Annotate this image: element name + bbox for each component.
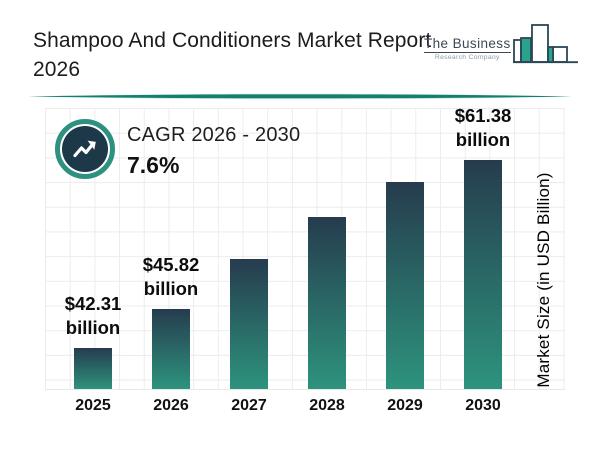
bar-value-label-2026: $45.82 billion [111, 253, 231, 301]
bar-2030 [464, 160, 502, 389]
bar-column-2025: $42.31 billion [54, 105, 132, 389]
bar-value-unit: billion [455, 129, 511, 150]
bar-chart-logo-icon [512, 24, 578, 64]
page-title-line1: Shampoo And Conditioners Market Report [33, 29, 432, 52]
bar-value-label-2025: $42.31 billion [33, 292, 153, 340]
bar-value-unit: billion [143, 278, 199, 299]
cagr-badge: CAGR 2026 - 2030 7.6% [55, 119, 300, 179]
bar-value-amount: $45.82 [142, 254, 200, 275]
bar-2029 [386, 182, 424, 389]
x-tick-2028: 2028 [309, 397, 345, 414]
x-axis: 2025 2026 2027 2028 2029 2030 [54, 397, 522, 415]
divider-swoosh [28, 93, 572, 100]
bar-2028 [308, 217, 346, 389]
x-tick-2030: 2030 [465, 397, 501, 414]
bar-2027 [230, 259, 268, 389]
cagr-ring [55, 119, 115, 179]
bar-value-amount: $42.31 [64, 293, 122, 314]
bar-column-2029 [366, 105, 444, 389]
logo-underline [424, 51, 511, 53]
cagr-text: CAGR 2026 - 2030 7.6% [127, 119, 300, 179]
bar-column-2028 [288, 105, 366, 389]
y-axis-title: Market Size (in USD Billion) [534, 172, 553, 388]
x-tick-2025: 2025 [75, 397, 111, 414]
bar-column-2027 [210, 105, 288, 389]
logo-text: The Business Research Company [424, 35, 511, 61]
cagr-label: CAGR 2026 - 2030 [127, 124, 301, 146]
bar-column-2026: $45.82 billion [132, 105, 210, 389]
bar-column-2030: $61.38 billion [444, 105, 522, 389]
bar-value-label-2030: $61.38 billion [423, 104, 543, 152]
bar-value-amount: $61.38 [454, 105, 512, 126]
bar-2026 [152, 309, 190, 389]
logo-name: The Business [424, 35, 511, 51]
trend-arrow-glyph [73, 140, 96, 158]
x-tick-2026: 2026 [153, 397, 189, 414]
bar-value-unit: billion [65, 317, 121, 338]
bar-chart: $42.31 billion $45.82 billion $61.38 bil… [54, 105, 522, 389]
bar-2025 [74, 348, 112, 389]
trend-up-icon [62, 126, 108, 172]
page-title-line2: 2026 [33, 58, 81, 81]
logo-subname: Research Company [434, 54, 500, 61]
page-title: Shampoo And Conditioners Market Report 2… [33, 26, 433, 84]
x-tick-2029: 2029 [387, 397, 423, 414]
x-tick-2027: 2027 [231, 397, 267, 414]
company-logo: The Business Research Company [424, 11, 579, 64]
cagr-value: 7.6% [127, 152, 180, 178]
